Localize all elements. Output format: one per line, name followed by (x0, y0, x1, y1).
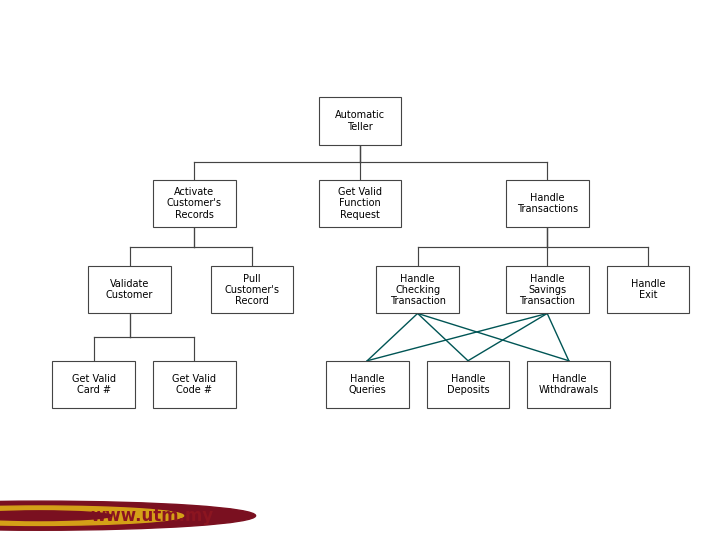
Text: Get Valid
Function
Request: Get Valid Function Request (338, 187, 382, 220)
Text: Automatic
Teller: Automatic Teller (335, 111, 385, 132)
FancyBboxPatch shape (153, 361, 236, 408)
Text: Activate
Customer's
Records: Activate Customer's Records (167, 187, 222, 220)
FancyBboxPatch shape (325, 361, 409, 408)
Text: Handle
Exit: Handle Exit (631, 279, 665, 300)
Text: Handle
Savings
Transaction: Handle Savings Transaction (519, 274, 575, 306)
Text: Get Valid
Card #: Get Valid Card # (71, 374, 116, 395)
FancyBboxPatch shape (426, 361, 510, 408)
Text: Handle
Checking
Transaction: Handle Checking Transaction (390, 274, 446, 306)
FancyBboxPatch shape (319, 97, 402, 145)
FancyBboxPatch shape (53, 361, 135, 408)
Text: Handle
Transactions: Handle Transactions (517, 193, 577, 214)
FancyBboxPatch shape (319, 180, 402, 227)
FancyBboxPatch shape (376, 266, 459, 313)
FancyBboxPatch shape (505, 266, 589, 313)
Circle shape (0, 506, 184, 525)
FancyBboxPatch shape (606, 266, 690, 313)
Text: Handle
Deposits: Handle Deposits (446, 374, 490, 395)
Text: Pull
Customer's
Record: Pull Customer's Record (225, 274, 279, 306)
FancyBboxPatch shape (210, 266, 294, 313)
FancyBboxPatch shape (505, 180, 589, 227)
Text: www.utm.my: www.utm.my (90, 507, 213, 525)
Circle shape (0, 501, 256, 530)
FancyBboxPatch shape (527, 361, 611, 408)
FancyBboxPatch shape (153, 180, 236, 227)
Text: Handle
Withdrawals: Handle Withdrawals (539, 374, 599, 395)
Text: Example ATM Machine structure chart: Example ATM Machine structure chart (9, 31, 720, 65)
Circle shape (0, 511, 112, 521)
Text: Handle
Queries: Handle Queries (348, 374, 386, 395)
Text: Get Valid
Code #: Get Valid Code # (172, 374, 217, 395)
Text: Validate
Customer: Validate Customer (106, 279, 153, 300)
FancyBboxPatch shape (89, 266, 171, 313)
